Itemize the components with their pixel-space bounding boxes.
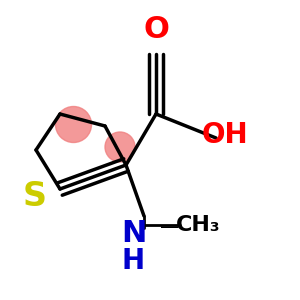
Text: OH: OH [202,121,248,149]
Text: O: O [143,16,169,44]
Text: CH₃: CH₃ [176,215,220,235]
Text: H: H [122,247,145,275]
Circle shape [56,106,92,142]
Circle shape [105,132,135,162]
Text: —: — [160,218,179,238]
Text: N: N [121,220,146,248]
Text: S: S [22,180,46,213]
